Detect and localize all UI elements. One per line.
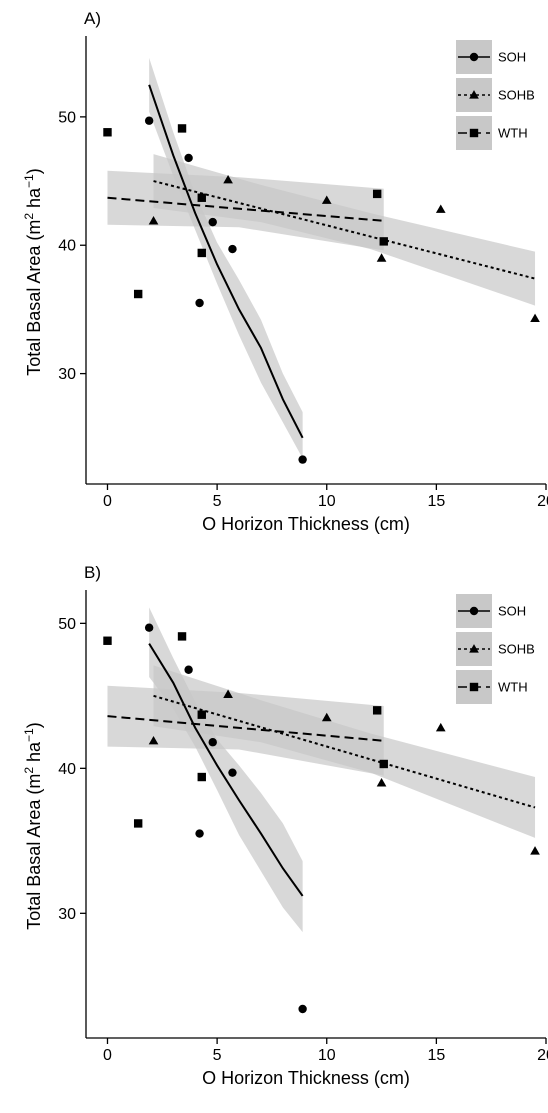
point-wth <box>197 710 206 719</box>
y-tick-label: 30 <box>58 906 76 923</box>
point-wth <box>133 289 143 299</box>
band-soh <box>149 57 303 459</box>
point-sohb <box>530 313 540 323</box>
legend-item-wth: WTH <box>456 116 528 150</box>
x-tick-label: 20 <box>537 493 548 510</box>
x-tick-label: 10 <box>318 1047 336 1064</box>
x-tick-label: 15 <box>427 1047 445 1064</box>
point-sohb <box>435 722 446 732</box>
point-soh <box>208 217 217 227</box>
band-soh <box>149 607 303 933</box>
point-sohb <box>148 735 159 745</box>
fit-line-wth <box>107 715 384 742</box>
legend-key-marker <box>469 90 479 99</box>
legend-item-soh: SOH <box>456 40 526 74</box>
point-soh <box>195 298 204 308</box>
point-wth <box>379 237 388 246</box>
point-soh <box>228 244 237 254</box>
point-sohb <box>321 712 332 722</box>
legend-label-wth: WTH <box>498 126 528 141</box>
point-sohb <box>321 195 332 204</box>
panel-b: B) 0 5 10 15 20 30 40 50 O Horizon Thickness (cm)… <box>0 554 548 1108</box>
point-soh <box>144 623 154 632</box>
point-soh <box>195 829 204 838</box>
fit-lines <box>107 643 536 897</box>
band-wth <box>107 170 384 251</box>
chart-a: A) 0 5 10 15 20 30 40 50 O Horizon Thickness (cm)… <box>22 9 548 534</box>
legend-item-sohb: SOHB <box>456 632 535 666</box>
point-wth <box>197 193 206 202</box>
point-wth <box>177 632 187 641</box>
point-wth <box>197 772 206 782</box>
point-soh <box>184 153 193 163</box>
fit-lines <box>107 84 536 439</box>
legend-label-soh: SOH <box>498 50 526 65</box>
band-wth <box>107 685 384 776</box>
confidence-bands <box>107 57 536 459</box>
point-soh <box>298 455 307 464</box>
point-wth <box>197 248 206 258</box>
point-wth <box>103 128 112 137</box>
legend-key-marker <box>469 682 479 692</box>
y-tick-label: 40 <box>58 761 76 778</box>
x-tick-label: 5 <box>213 493 222 510</box>
point-soh <box>184 665 193 674</box>
point-sohb <box>148 216 159 225</box>
y-tick-label: 40 <box>58 238 76 255</box>
fit-line-soh <box>148 643 304 897</box>
x-tick-label: 0 <box>103 1047 112 1064</box>
y-tick-label: 50 <box>58 109 76 126</box>
point-sohb <box>223 689 233 699</box>
legend: SOH SOHB WTH <box>456 594 535 704</box>
point-wth <box>133 819 143 828</box>
point-soh <box>144 116 154 125</box>
fit-line-soh <box>148 84 304 439</box>
y-axis-title: Total Basal Area (m2 ha−1) <box>22 168 44 375</box>
point-wth <box>372 706 382 715</box>
legend-key-marker <box>469 52 479 62</box>
legend: SOH SOHB WTH <box>456 40 535 150</box>
legend-item-soh: SOH <box>456 594 526 628</box>
point-wth <box>372 189 382 199</box>
point-soh <box>298 1004 307 1014</box>
fit-line-sohb <box>153 694 536 809</box>
y-tick-label: 30 <box>58 366 76 383</box>
panel-label: B) <box>84 563 101 582</box>
y-axis-title: Total Basal Area (m2 ha−1) <box>22 722 44 929</box>
x-axis-title: O Horizon Thickness (cm) <box>202 1068 410 1088</box>
point-sohb <box>530 846 540 855</box>
x-tick-label: 5 <box>213 1047 222 1064</box>
legend-label-soh: SOH <box>498 604 526 619</box>
x-tick-label: 20 <box>537 1047 548 1064</box>
point-sohb <box>223 174 233 184</box>
data-points <box>103 623 540 1014</box>
data-points <box>103 116 540 464</box>
point-sohb <box>376 253 387 262</box>
fit-line-wth <box>107 196 384 222</box>
x-axis-title: O Horizon Thickness (cm) <box>202 514 410 534</box>
chart-b: B) 0 5 10 15 20 30 40 50 O Horizon Thickness (cm)… <box>22 563 548 1088</box>
legend-key-marker <box>469 128 479 138</box>
legend-item-wth: WTH <box>456 670 528 704</box>
point-sohb <box>376 777 387 787</box>
legend-label-wth: WTH <box>498 680 528 695</box>
legend-label-sohb: SOHB <box>498 642 535 657</box>
point-soh <box>228 768 237 777</box>
point-wth <box>379 759 388 769</box>
legend-item-sohb: SOHB <box>456 78 535 112</box>
panel-label: A) <box>84 9 101 28</box>
legend-key-marker <box>469 606 479 616</box>
x-tick-label: 0 <box>103 493 112 510</box>
legend-label-sohb: SOHB <box>498 88 535 103</box>
point-wth <box>177 124 187 133</box>
panel-a: A) 0 5 10 15 20 30 40 50 O Horizon Thickness (cm)… <box>0 0 548 554</box>
point-sohb <box>435 204 446 213</box>
x-tick-label: 15 <box>427 493 445 510</box>
point-soh <box>208 738 217 747</box>
y-tick-label: 50 <box>58 616 76 633</box>
legend-key-marker <box>469 644 479 653</box>
x-tick-label: 10 <box>318 493 336 510</box>
point-wth <box>103 636 112 645</box>
